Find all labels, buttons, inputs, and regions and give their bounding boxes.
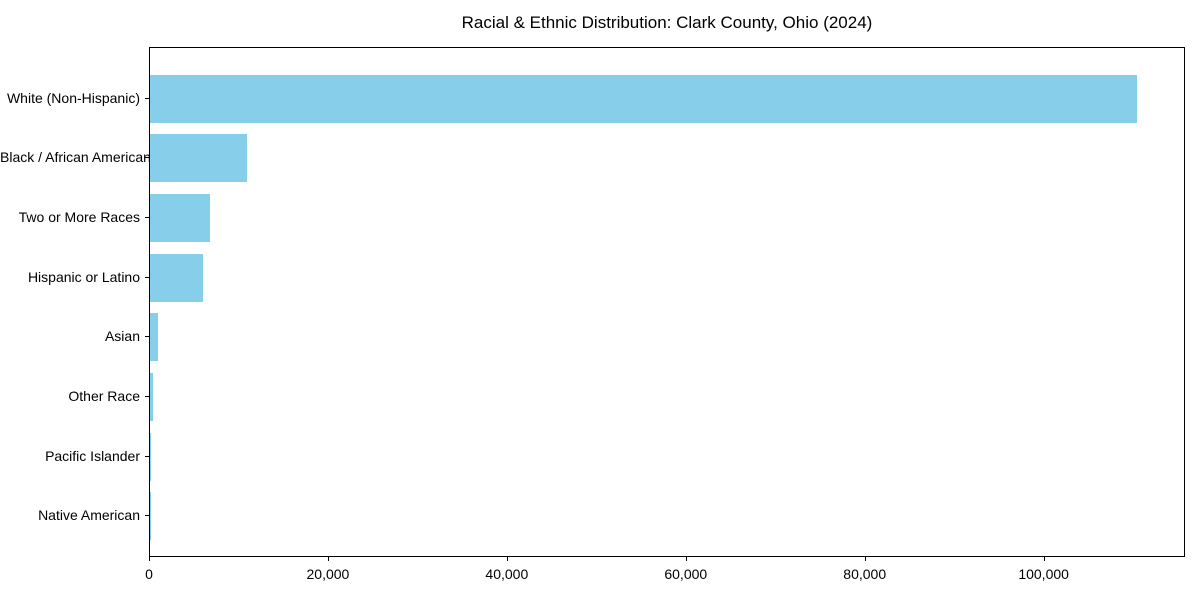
x-tick-mark [327,557,329,561]
y-tick-mark [145,216,149,218]
bar-pacific-islander [150,432,151,481]
bar-two-or-more-races [150,193,210,242]
y-tick-label: Asian [104,328,140,345]
bar-asian [150,313,159,362]
y-tick-label: Other Race [68,387,140,404]
bar-white-non-hispanic [150,74,1137,123]
y-tick-mark [145,515,149,517]
x-tick-label: 40,000 [485,566,529,582]
x-tick-mark [149,557,150,561]
x-tick-label: 80,000 [843,566,887,582]
y-tick-mark [145,455,149,457]
chart-title: Racial & Ethnic Distribution: Clark Coun… [461,13,873,32]
x-tick-label: 60,000 [664,566,708,582]
x-tick-mark [1043,557,1045,561]
y-tick-mark [145,395,149,397]
y-tick-label: Black / African American [0,149,151,166]
y-tick-label: Two or More Races [18,208,140,225]
y-tick-label: Hispanic or Latino [27,268,140,285]
bar-black-african-american [150,134,247,183]
x-tick-label: 20,000 [306,566,350,582]
y-tick-mark [145,97,149,99]
y-tick-mark [145,276,149,278]
y-tick-mark [145,336,149,338]
plot-area [149,47,1185,557]
x-tick-label: 100,000 [1018,566,1069,582]
x-tick-label: 0 [145,566,153,582]
bar-hispanic-or-latino [150,253,204,302]
x-tick-mark [506,557,508,561]
y-tick-label: Native American [38,507,140,524]
y-tick-label: Pacific Islander [45,447,140,464]
x-tick-mark [685,557,687,561]
bar-other-race [150,372,153,421]
y-tick-mark [145,157,149,159]
y-tick-label: White (Non-Hispanic) [6,89,140,106]
x-tick-mark [864,557,866,561]
